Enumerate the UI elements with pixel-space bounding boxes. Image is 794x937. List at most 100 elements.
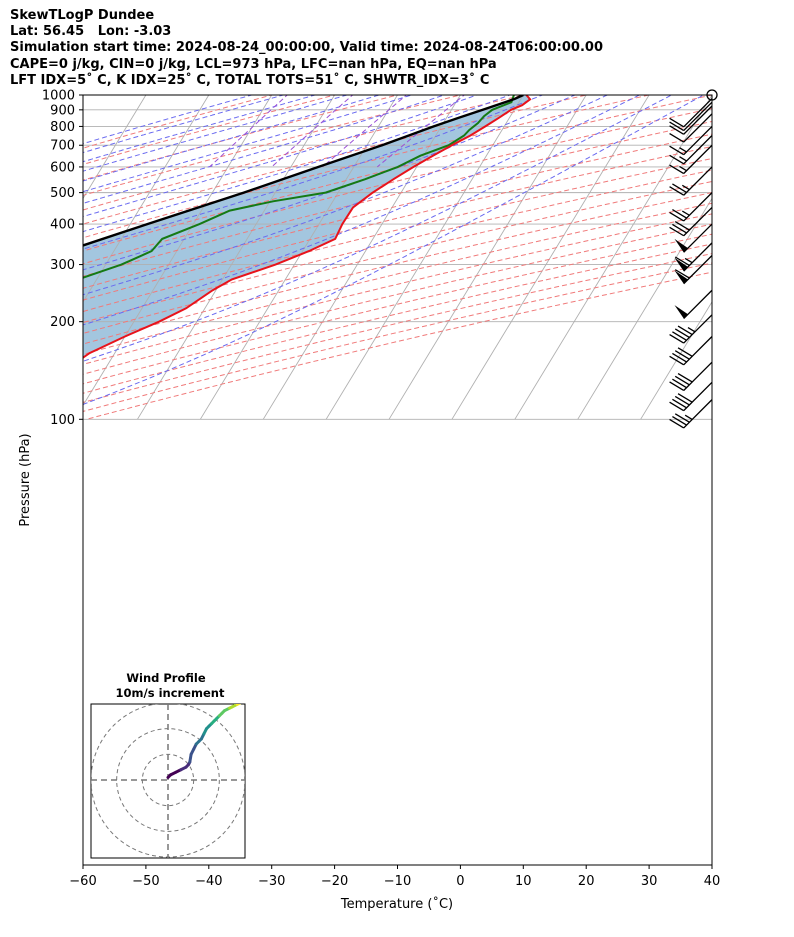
isotherm	[83, 95, 273, 407]
wind-barb	[669, 381, 713, 412]
station-coords: Lat: 56.45 Lon: -3.03	[10, 24, 172, 40]
wind-barb-feather	[669, 418, 685, 429]
x-tick-label: 0	[456, 874, 464, 889]
wind-barb-flag	[674, 257, 688, 272]
wind-barb-flag	[674, 305, 688, 319]
wind-barb-staff	[683, 135, 713, 165]
wind-barb-half-feather	[681, 210, 690, 216]
x-tick-label: −50	[132, 874, 159, 889]
wind-barb-feather	[669, 117, 685, 128]
dry-adiabat	[83, 145, 712, 301]
moist-adiabat	[83, 95, 609, 296]
hodograph-trace	[238, 704, 242, 705]
wind-barb-feather	[674, 328, 690, 338]
wind-barb	[669, 101, 713, 132]
wind-barb-staff	[683, 105, 713, 135]
wind-barb-staff	[683, 255, 713, 285]
wind-barb-feather	[672, 352, 687, 363]
x-tick-label: 30	[641, 874, 658, 889]
hodograph-title: Wind Profile	[126, 671, 206, 685]
y-tick-label: 1000	[42, 89, 75, 104]
hodograph-trace	[235, 704, 241, 706]
y-axis-label: Pressure (hPa)	[18, 433, 33, 526]
wind-barb-feather	[677, 393, 693, 403]
wind-barb-staff	[683, 289, 713, 319]
isotherm	[83, 95, 147, 200]
x-axis-label: Temperature (˚C)	[340, 896, 453, 912]
temperature-line	[83, 95, 532, 359]
y-tick-label: 600	[50, 160, 75, 175]
dry-adiabat	[83, 95, 337, 165]
isotherm	[0, 88, 24, 419]
dry-adiabat	[83, 202, 712, 355]
chart-header: SkewTLogP Dundee Lat: 56.45 Lon: -3.03 Sim…	[10, 8, 603, 89]
y-tick-label: 200	[50, 315, 75, 330]
x-tick-label: 10	[515, 874, 532, 889]
mixing-ratio-line	[322, 95, 408, 168]
wind-barb	[674, 223, 713, 253]
wind-barb-feather	[669, 226, 685, 237]
moist-adiabat	[83, 95, 446, 204]
isotherm	[451, 95, 650, 420]
wind-barb-staff	[683, 399, 713, 429]
wind-barb	[674, 289, 713, 319]
isotherm	[577, 197, 712, 420]
wind-barb-feather	[672, 416, 687, 426]
y-tick-label: 100	[50, 413, 75, 428]
wind-barb-flag	[674, 270, 688, 284]
y-tick-label: 300	[50, 258, 75, 273]
wind-barb-feather	[674, 413, 690, 423]
wind-barb-feather	[669, 401, 685, 412]
simulation-time: Simulation start time: 2024-08-24_00:00:…	[10, 40, 603, 56]
x-tick-label: 20	[578, 874, 595, 889]
dry-adiabat	[83, 95, 712, 252]
wind-barb	[674, 255, 713, 285]
wind-barb-feather	[674, 350, 690, 360]
wind-barb-feather	[677, 325, 693, 336]
moist-adiabat	[83, 95, 254, 145]
wind-barb-flag	[674, 238, 688, 253]
moist-adiabat	[83, 95, 511, 233]
dry-adiabat	[83, 192, 712, 345]
wind-barb-half-feather	[684, 257, 693, 264]
wind-barb-feather	[674, 395, 690, 406]
wind-barb-feather	[669, 121, 685, 132]
wind-barb-feather	[672, 398, 687, 409]
y-tick-label: 500	[50, 186, 75, 201]
wind-barb	[669, 144, 713, 175]
wind-barb-feather	[669, 211, 685, 222]
isotherm	[514, 95, 712, 420]
wind-barb-feather	[669, 133, 685, 143]
wind-barb-staff	[683, 242, 713, 272]
isotherm	[83, 95, 210, 303]
wind-barb-staff	[683, 336, 713, 366]
wind-barb-staff	[683, 101, 713, 131]
wind-barb-half-feather	[679, 165, 687, 172]
isotherm	[262, 95, 461, 420]
wind-barb-feather	[674, 375, 690, 386]
wind-barb	[669, 105, 713, 135]
wind-barb-staff	[683, 207, 713, 237]
wind-barb-feather	[669, 164, 685, 175]
moist-adiabat	[83, 95, 414, 193]
wind-barb-half-feather	[681, 184, 690, 191]
isotherm	[640, 301, 712, 420]
wind-barb-feather	[672, 331, 687, 341]
mixing-ratio-line	[271, 95, 354, 168]
hodograph-inset: Wind Profile 10m/s increment	[90, 671, 246, 859]
moist-adiabat	[83, 95, 544, 250]
dewpoint-line	[83, 95, 515, 279]
wind-barb-staff	[683, 144, 713, 174]
wind-barb-feather	[672, 223, 687, 234]
wind-barb	[669, 192, 713, 222]
moist-adiabat	[83, 95, 673, 362]
wind-barb	[669, 399, 713, 429]
wind-barb	[669, 98, 713, 128]
hodograph-subtitle: 10m/s increment	[116, 686, 225, 700]
wind-barb	[669, 166, 713, 196]
wind-barb-feather	[677, 347, 693, 357]
wind-barb-staff	[683, 223, 713, 253]
wind-barb-feather	[672, 183, 687, 193]
dry-adiabat	[83, 95, 652, 239]
